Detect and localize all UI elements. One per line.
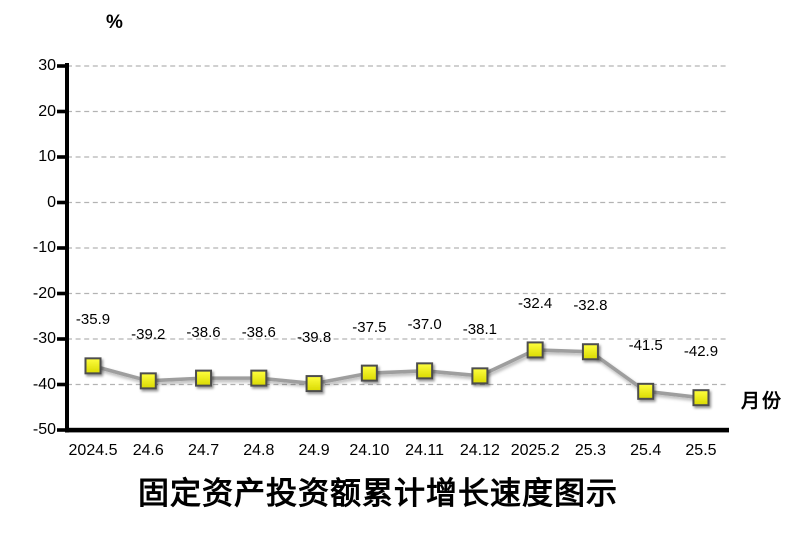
x-axis-category-label: 24.12 — [459, 442, 500, 459]
series-line — [91, 348, 703, 400]
y-axis-unit-label: % — [106, 12, 123, 33]
data-point-marker — [692, 389, 710, 407]
data-point-value-label: -42.9 — [683, 343, 719, 361]
chart-title: 固定资产投资额累计增长速度图示 — [138, 476, 618, 511]
y-axis-tick-label: -30 — [32, 330, 56, 347]
x-axis-category-label: 2025.2 — [510, 442, 560, 459]
x-axis-category-label: 24.9 — [298, 442, 330, 459]
data-point-value-label: -37.0 — [407, 316, 442, 334]
data-point-marker — [637, 382, 655, 400]
x-axis-category-label: 24.7 — [187, 442, 220, 459]
data-point-marker — [139, 372, 157, 390]
data-point-marker — [305, 375, 323, 393]
y-axis-tick — [57, 246, 67, 250]
y-axis-tick — [57, 337, 67, 341]
x-axis-category-label: 24.8 — [243, 442, 275, 459]
x-axis-category-label: 25.5 — [685, 442, 717, 459]
data-point-value-label: -32.4 — [518, 295, 553, 313]
y-axis-tick — [57, 64, 67, 68]
data-point-marker — [526, 341, 544, 359]
data-point-marker — [416, 362, 434, 380]
y-axis-tick-label: 0 — [47, 193, 56, 211]
x-axis-category-label: 24.6 — [132, 442, 164, 459]
y-axis-tick-label: 20 — [38, 102, 56, 120]
data-point-marker — [195, 369, 213, 387]
y-axis-tick — [57, 200, 67, 205]
data-point-value-label: -38.6 — [241, 323, 276, 341]
data-point-marker — [250, 369, 268, 387]
data-point-marker — [84, 357, 102, 375]
data-point-value-label: -35.9 — [75, 311, 111, 329]
data-point-value-label: -38.6 — [186, 323, 221, 341]
x-axis-category-label: 2024.5 — [68, 442, 118, 459]
x-axis-line — [65, 427, 729, 433]
data-point-value-label: -38.1 — [462, 321, 497, 339]
y-axis-tick — [57, 155, 67, 159]
y-axis-tick-label: -50 — [32, 421, 56, 438]
y-axis-tick-label: 30 — [38, 57, 56, 74]
data-point-marker — [360, 364, 378, 382]
data-point-value-label: -39.8 — [296, 329, 332, 347]
data-point-value-label: -32.8 — [573, 297, 608, 315]
y-axis-tick-label: -10 — [32, 239, 56, 256]
data-point-value-label: -37.5 — [352, 318, 387, 336]
y-axis-tick-label: -40 — [32, 375, 56, 393]
x-axis-unit-label: 月份 — [741, 391, 784, 412]
y-axis-tick — [57, 109, 67, 114]
y-axis-tick-label: 10 — [38, 148, 56, 165]
x-axis-category-label: 24.10 — [349, 442, 390, 459]
x-axis-category-label: 25.3 — [574, 442, 606, 459]
x-axis-category-label: 24.11 — [405, 442, 445, 459]
data-point-marker — [471, 367, 489, 385]
y-axis-tick — [57, 382, 67, 387]
data-point-marker — [581, 343, 599, 361]
data-point-value-label: -41.5 — [628, 336, 663, 354]
y-axis-tick — [57, 428, 67, 432]
y-axis-tick-label: -20 — [32, 284, 56, 302]
y-axis-tick — [57, 291, 67, 296]
data-point-value-label: -39.2 — [131, 326, 166, 344]
x-axis-category-label: 25.4 — [630, 442, 662, 459]
